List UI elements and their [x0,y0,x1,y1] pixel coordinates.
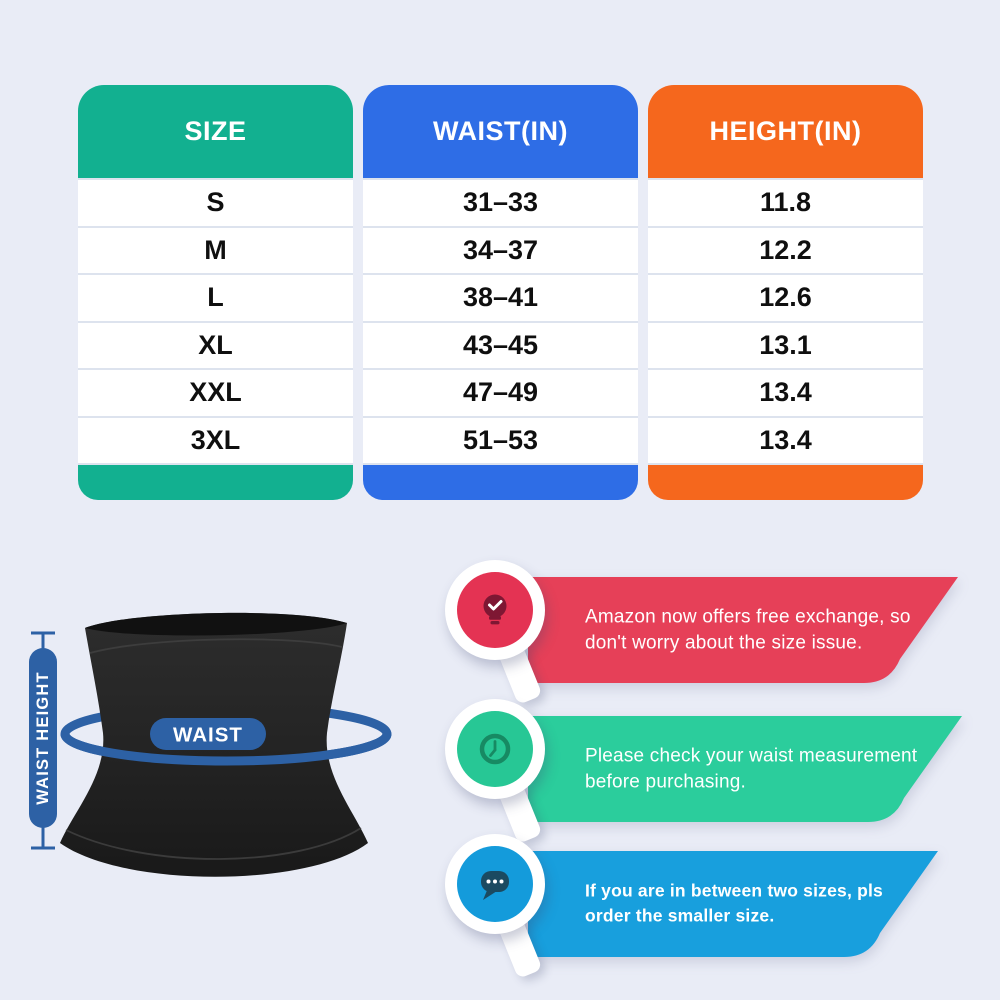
table-cell: 3XL [78,415,353,463]
height-column-footer [648,463,923,500]
callout-check-measurement: Please check your waist measurement befo… [445,699,985,849]
banner-ribbon-shape [528,716,962,822]
cell-value: S [206,187,225,218]
waist-height-pill [29,648,57,828]
waist-column: WAIST(IN) 31–33 34–37 38–41 43–45 47–49 … [363,85,638,500]
table-cell: L [78,273,353,321]
cell-value: M [204,234,227,265]
size-table: SIZE S M L XL XXL 3XL WAIST(IN) 31–33 34… [78,85,923,500]
cell-value: 11.8 [759,187,812,218]
garment-top-seam [89,638,343,654]
cell-value: 12.2 [759,234,812,265]
callout-text: If you are in between two sizes, pls ord… [585,880,883,926]
waist-column-header: WAIST(IN) [363,85,638,178]
waist-column-footer [363,463,638,500]
column-header-label: SIZE [184,116,247,146]
cell-value: 31–33 [462,187,539,218]
cell-value: 13.4 [759,424,812,455]
table-cell: 34–37 [363,225,638,273]
cell-value: XXL [189,377,242,408]
cell-value: 3XL [190,424,241,455]
cell-value: 34–37 [462,234,539,265]
waist-trainer-illustration: WAIST HEIGHT WAIST [8,583,444,913]
callout-between-sizes: If you are in between two sizes, pls ord… [445,834,985,984]
table-cell: M [78,225,353,273]
cell-value: 38–41 [462,282,539,313]
table-cell: XXL [78,368,353,416]
magnifier-circle [445,560,545,660]
table-cell: 11.8 [648,178,923,226]
callout-banner: If you are in between two sizes, pls ord… [528,851,938,957]
banner-ribbon-shape [528,577,958,683]
cell-value: L [207,282,224,313]
lightbulb-check-icon [457,572,533,648]
callout-free-exchange: Amazon now offers free exchange, so don'… [445,560,985,710]
cell-value: XL [198,329,233,360]
table-cell: 13.4 [648,415,923,463]
cell-value: 13.4 [759,377,812,408]
garment-opening [85,612,347,636]
waist-label: WAIST [173,724,243,747]
height-column: HEIGHT(IN) 11.8 12.2 12.6 13.1 13.4 13.4 [648,85,923,500]
table-cell: 38–41 [363,273,638,321]
table-cell: 31–33 [363,178,638,226]
chat-dots-icon [457,846,533,922]
table-cell: 43–45 [363,320,638,368]
table-cell: 12.2 [648,225,923,273]
callout-text: Amazon now offers free exchange, so don'… [585,606,911,653]
size-column-header: SIZE [78,85,353,178]
waist-pill [150,718,266,750]
cell-value: 12.6 [759,282,812,313]
column-header-label: WAIST(IN) [433,116,568,146]
size-column-footer [78,463,353,500]
table-cell: S [78,178,353,226]
callout-text: Please check your waist measurement befo… [585,745,918,792]
magnifier-circle [445,834,545,934]
waist-height-label: WAIST HEIGHT [34,671,52,805]
table-cell: 13.1 [648,320,923,368]
table-cell: 12.6 [648,273,923,321]
waist-trainer-diagram: WAIST HEIGHT WAIST [29,612,392,877]
cell-value: 13.1 [759,329,812,360]
waist-ring-front [60,733,392,766]
table-cell: 51–53 [363,415,638,463]
size-column: SIZE S M L XL XXL 3XL [78,85,353,500]
table-cell: 47–49 [363,368,638,416]
garment-bottom-seam [65,827,362,860]
cell-value: 47–49 [462,377,539,408]
clock-icon [457,711,533,787]
magnifier-circle [445,699,545,799]
cell-value: 43–45 [462,329,539,360]
height-column-header: HEIGHT(IN) [648,85,923,178]
cell-value: 51–53 [462,424,539,455]
table-cell: XL [78,320,353,368]
callout-banner: Amazon now offers free exchange, so don'… [528,577,958,683]
banner-ribbon-shape [528,851,938,957]
column-header-label: HEIGHT(IN) [709,116,862,146]
table-cell: 13.4 [648,368,923,416]
callout-banner: Please check your waist measurement befo… [528,716,962,822]
